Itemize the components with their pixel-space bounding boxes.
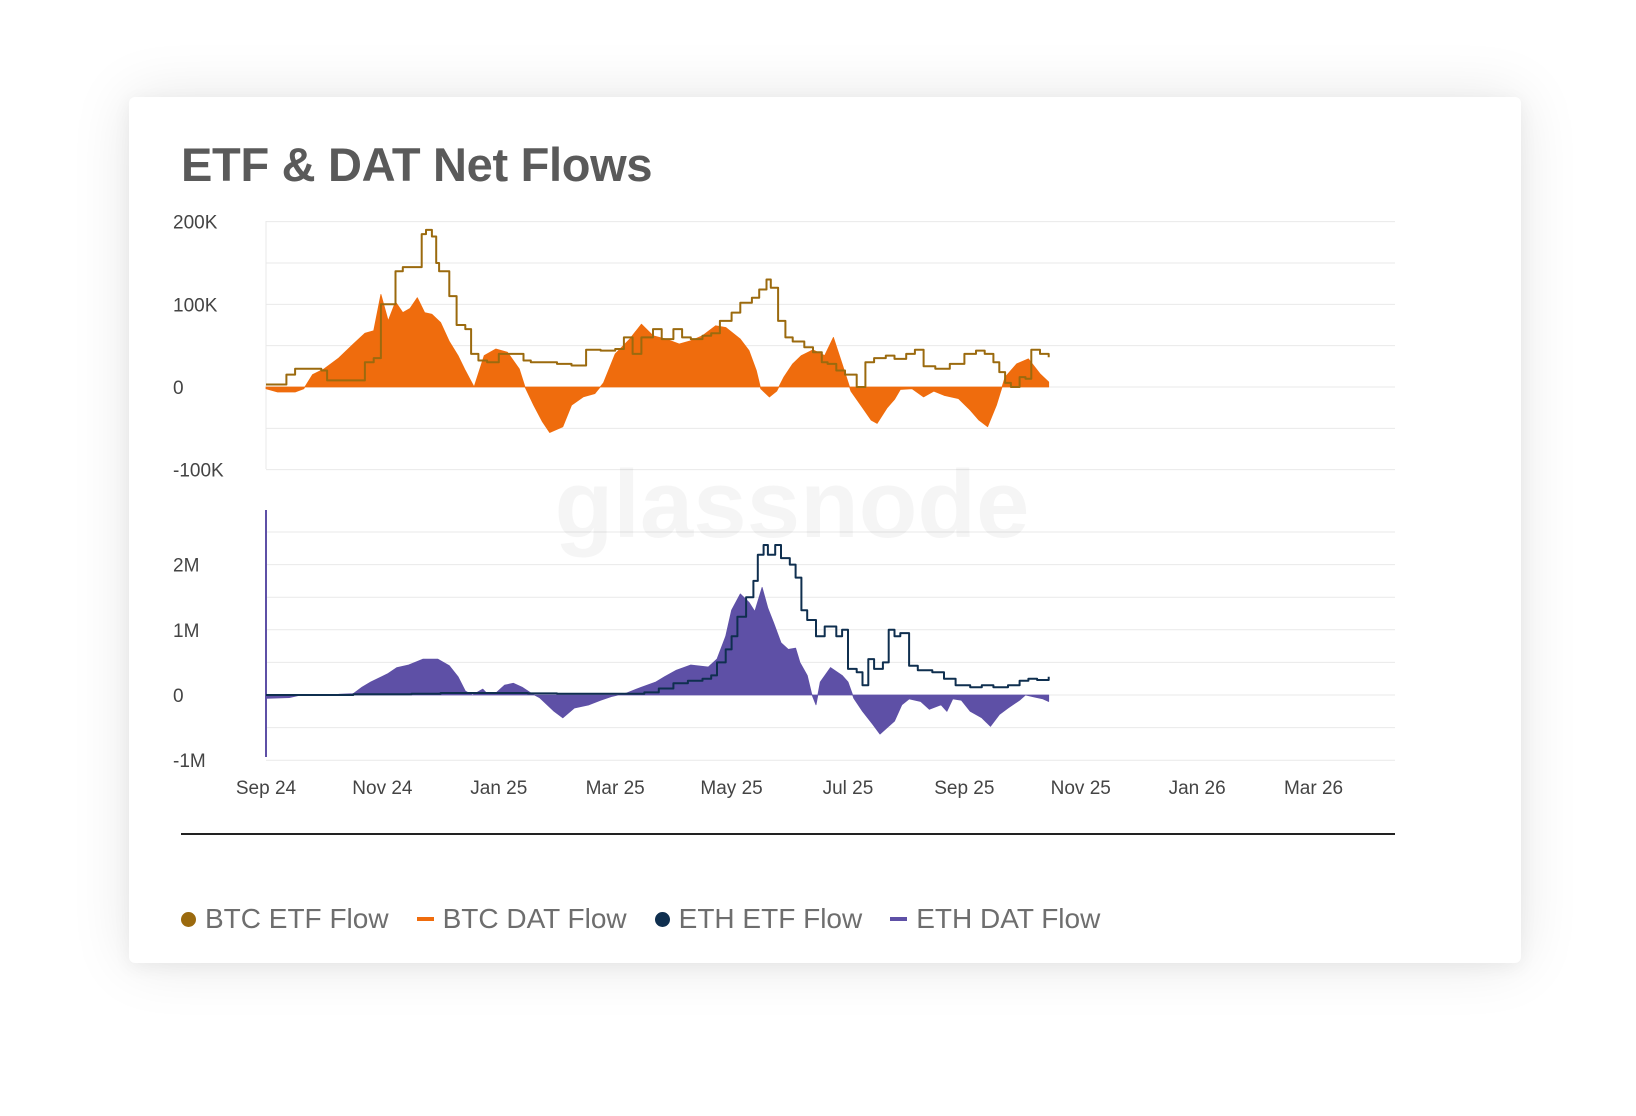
chart-area: -100K 0 100K 200K -1M 0 1M 2M Sep 24 Nov 24 Jan 25… <box>173 213 1395 835</box>
x-tick-label: Mar 25 <box>586 778 645 799</box>
eth-etf-flow-line <box>266 544 1050 696</box>
bottom-panel: -1M 0 1M 2M Sep 24 Nov 24 Jan 25 Mar 25 May 25 Ju… <box>173 510 1395 799</box>
x-tick-label: Nov 24 <box>352 778 413 799</box>
legend-item-eth-dat-flow[interactable]: ETH DAT Flow <box>890 903 1100 935</box>
y-tick-label: -100K <box>173 461 224 482</box>
y-tick-label: 2M <box>173 556 199 577</box>
btc-etf-flow-line <box>266 228 1050 388</box>
top-panel: -100K 0 100K 200K <box>173 213 1395 482</box>
legend-swatch <box>654 911 670 927</box>
x-tick-label: Jul 25 <box>823 778 874 799</box>
legend-label: ETH ETF Flow <box>678 903 863 934</box>
x-tick-label: Jan 25 <box>470 778 527 799</box>
chart-title: ETF & DAT Net Flows <box>181 138 653 191</box>
y-tick-label: 200K <box>173 213 218 234</box>
x-tick-label: Sep 24 <box>236 778 297 799</box>
y-tick-label: 1M <box>173 621 199 642</box>
x-tick-label: Jan 26 <box>1169 778 1226 799</box>
btc-dat-flow-area <box>265 294 1050 433</box>
x-tick-label: Sep 25 <box>934 778 994 799</box>
x-tick-label: Mar 26 <box>1284 778 1343 799</box>
legend-swatch <box>181 911 196 927</box>
y-tick-label: 0 <box>173 378 184 399</box>
legend-label: BTC ETF Flow <box>205 903 389 934</box>
legend-swatch <box>416 917 434 921</box>
legend: BTC ETF Flow BTC DAT Flow ETH ETF Flow ETH … <box>181 903 1128 935</box>
eth-dat-flow-area <box>265 587 1050 735</box>
legend-label: ETH DAT Flow <box>916 903 1101 934</box>
legend-item-btc-etf-flow[interactable]: BTC ETF Flow <box>181 903 389 935</box>
legend-label: BTC DAT Flow <box>442 903 627 934</box>
x-tick-label: Nov 25 <box>1051 778 1111 799</box>
legend-item-eth-etf-flow[interactable]: ETH ETF Flow <box>654 903 863 935</box>
legend-item-btc-dat-flow[interactable]: BTC DAT Flow <box>416 903 627 935</box>
y-tick-label: 0 <box>173 686 184 707</box>
y-tick-label: 100K <box>173 295 218 316</box>
x-tick-label: May 25 <box>700 778 762 799</box>
watermark: glassnode <box>555 451 1030 558</box>
y-tick-label: -1M <box>173 751 206 772</box>
legend-swatch <box>890 917 908 921</box>
chart-card: ETF & DAT Net Flows -100K 0 100K 200K -1M 0 1M… <box>129 97 1521 963</box>
